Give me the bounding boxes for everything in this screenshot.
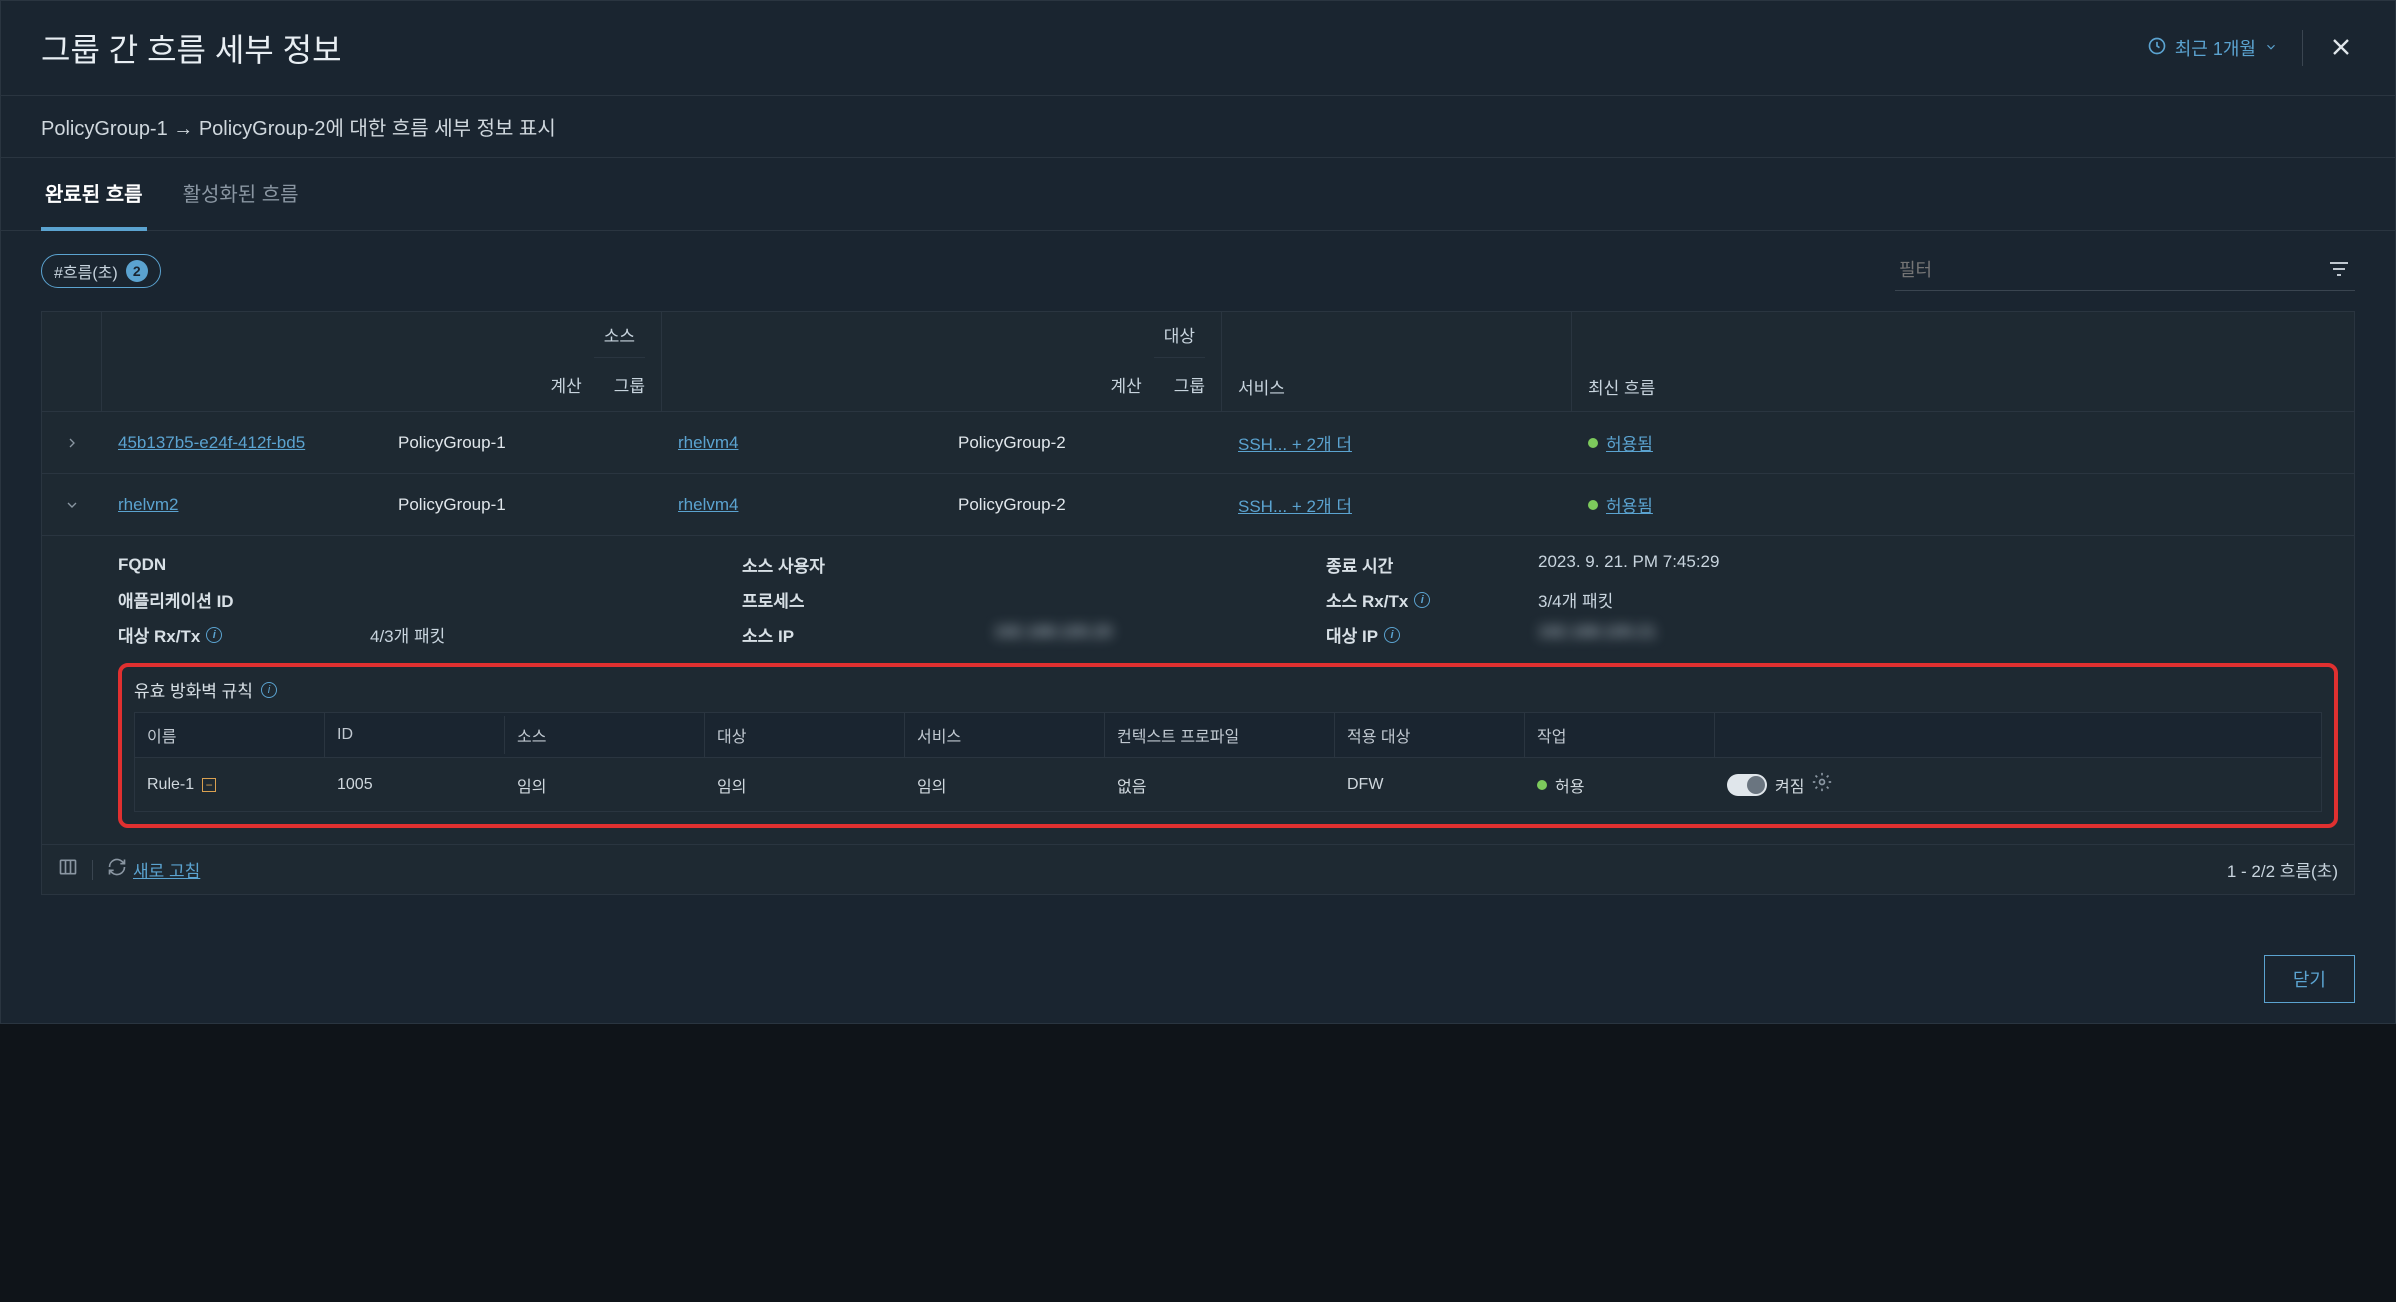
rule-status-icon: − <box>202 778 216 792</box>
dst-group-cell: PolicyGroup-2 <box>942 412 1222 473</box>
clock-icon <box>2147 36 2167 61</box>
info-icon[interactable]: i <box>206 627 222 643</box>
source-group-header: 그룹 <box>598 358 661 411</box>
src-compute-link[interactable]: 45b137b5-e24f-412f-bd5 <box>118 433 305 453</box>
src-user-value <box>994 552 1294 577</box>
target-compute-header: 계산 <box>1094 358 1157 411</box>
end-time-label: 종료 시간 <box>1326 552 1506 577</box>
source-compute-header: 계산 <box>534 358 597 411</box>
rule-target: 임의 <box>705 759 905 811</box>
divider <box>2302 30 2303 66</box>
rule-col-name: 이름 <box>135 713 325 757</box>
target-column-group: 대상 계산 그룹 <box>662 312 1222 411</box>
expand-toggle[interactable] <box>42 474 102 535</box>
rule-col-context: 컨텍스트 프로파일 <box>1105 713 1335 757</box>
process-label: 프로세스 <box>742 587 962 612</box>
src-ip-label: 소스 IP <box>742 622 962 647</box>
filter-box[interactable] <box>1895 251 2355 291</box>
toggle-label: 켜짐 <box>1775 773 1804 797</box>
filter-icon[interactable] <box>2327 257 2351 284</box>
src-group-cell: PolicyGroup-1 <box>382 474 662 535</box>
info-icon[interactable]: i <box>1384 627 1400 643</box>
table-row: 45b137b5-e24f-412f-bd5 PolicyGroup-1 rhe… <box>42 412 2354 474</box>
refresh-icon <box>107 857 127 882</box>
status-dot <box>1537 780 1547 790</box>
service-link[interactable]: SSH... + 2개 더 <box>1238 492 1352 517</box>
dst-rxtx-label: 대상 Rx/Txi <box>118 622 338 647</box>
detail-panel: FQDN 소스 사용자 종료 시간 2023. 9. 21. PM 7:45:2… <box>42 536 2354 845</box>
info-icon[interactable]: i <box>261 682 277 698</box>
src-compute-link[interactable]: rhelvm2 <box>118 495 178 515</box>
expand-toggle[interactable] <box>42 412 102 473</box>
page-title: 그룹 간 흐름 세부 정보 <box>41 25 2147 71</box>
rule-name: Rule-1 <box>147 776 194 794</box>
chevron-down-icon <box>2264 38 2278 59</box>
src-user-label: 소스 사용자 <box>742 552 962 577</box>
tab-active-flows[interactable]: 활성화된 흐름 <box>179 158 303 231</box>
refresh-label: 새로 고침 <box>133 857 200 882</box>
dst-rxtx-value: 4/3개 패킷 <box>370 622 710 647</box>
status-link[interactable]: 허용됨 <box>1606 492 1653 517</box>
time-range-label: 최근 1개월 <box>2175 35 2256 61</box>
app-id-value <box>370 587 710 612</box>
rule-applied: DFW <box>1335 762 1525 808</box>
service-header: 서비스 <box>1222 312 1572 411</box>
column-picker-icon[interactable] <box>58 857 78 882</box>
src-group-cell: PolicyGroup-1 <box>382 412 662 473</box>
status-dot <box>1588 438 1598 448</box>
filter-input[interactable] <box>1899 260 2327 281</box>
subtitle: PolicyGroup-1 → PolicyGroup-2에 대한 흐름 세부 … <box>1 96 2395 158</box>
tab-completed-flows[interactable]: 완료된 흐름 <box>41 158 147 231</box>
gear-icon[interactable] <box>1812 772 1832 797</box>
rule-col-toggle <box>1715 725 2321 745</box>
info-icon[interactable]: i <box>1414 592 1430 608</box>
src-rxtx-label: 소스 Rx/Txi <box>1326 587 1506 612</box>
src-ip-value: 192.168.100.20 <box>994 622 1294 647</box>
app-id-label: 애플리케이션 ID <box>118 587 338 612</box>
dst-compute-link[interactable]: rhelvm4 <box>678 495 738 515</box>
firewall-rules-box: 유효 방화벽 규칙 i 이름 ID 소스 대상 서비스 컨텍스트 프로파일 적용… <box>118 663 2338 828</box>
rules-title: 유효 방화벽 규칙 i <box>134 677 2322 702</box>
rule-row: Rule-1− 1005 임의 임의 임의 없음 DFW 허용 켜짐 <box>134 758 2322 812</box>
rule-col-service: 서비스 <box>905 713 1105 757</box>
rule-toggle[interactable] <box>1727 774 1767 796</box>
status-dot <box>1588 500 1598 510</box>
rule-col-source: 소스 <box>505 713 705 757</box>
rule-source: 임의 <box>505 759 705 811</box>
rule-col-target: 대상 <box>705 713 905 757</box>
pagination-text: 1 - 2/2 흐름(초) <box>2227 857 2338 882</box>
refresh-button[interactable]: 새로 고침 <box>107 857 200 882</box>
rule-id: 1005 <box>325 762 505 808</box>
src-rxtx-value: 3/4개 패킷 <box>1538 587 2338 612</box>
table-row: rhelvm2 PolicyGroup-1 rhelvm4 PolicyGrou… <box>42 474 2354 536</box>
latest-flow-header: 최신 흐름 <box>1572 312 2354 411</box>
rule-col-action: 작업 <box>1525 713 1715 757</box>
flow-count-chip[interactable]: #흐름(초) 2 <box>41 254 161 288</box>
rule-col-id: ID <box>325 716 505 754</box>
flow-chip-count: 2 <box>126 260 148 282</box>
process-value <box>994 587 1294 612</box>
dst-compute-link[interactable]: rhelvm4 <box>678 433 738 453</box>
dst-ip-value: 192.168.100.21 <box>1538 622 2338 647</box>
rule-context: 없음 <box>1105 759 1335 811</box>
service-link[interactable]: SSH... + 2개 더 <box>1238 430 1352 455</box>
end-time-value: 2023. 9. 21. PM 7:45:29 <box>1538 552 2338 577</box>
fqdn-value <box>370 552 710 577</box>
fqdn-label: FQDN <box>118 552 338 577</box>
flow-chip-label: #흐름(초) <box>54 259 118 283</box>
dst-ip-label: 대상 IPi <box>1326 622 1506 647</box>
source-header: 소스 <box>594 312 645 358</box>
dst-group-cell: PolicyGroup-2 <box>942 474 1222 535</box>
target-header: 대상 <box>1154 312 1205 358</box>
expand-header <box>42 312 102 411</box>
time-range-selector[interactable]: 최근 1개월 <box>2147 35 2278 61</box>
source-column-group: 소스 계산 그룹 <box>102 312 662 411</box>
close-button-x[interactable] <box>2327 33 2355 64</box>
rule-action: 허용 <box>1555 773 1584 797</box>
rule-service: 임의 <box>905 759 1105 811</box>
status-link[interactable]: 허용됨 <box>1606 430 1653 455</box>
close-button[interactable]: 닫기 <box>2264 955 2355 1003</box>
target-group-header: 그룹 <box>1158 358 1221 411</box>
rule-col-applied: 적용 대상 <box>1335 713 1525 757</box>
